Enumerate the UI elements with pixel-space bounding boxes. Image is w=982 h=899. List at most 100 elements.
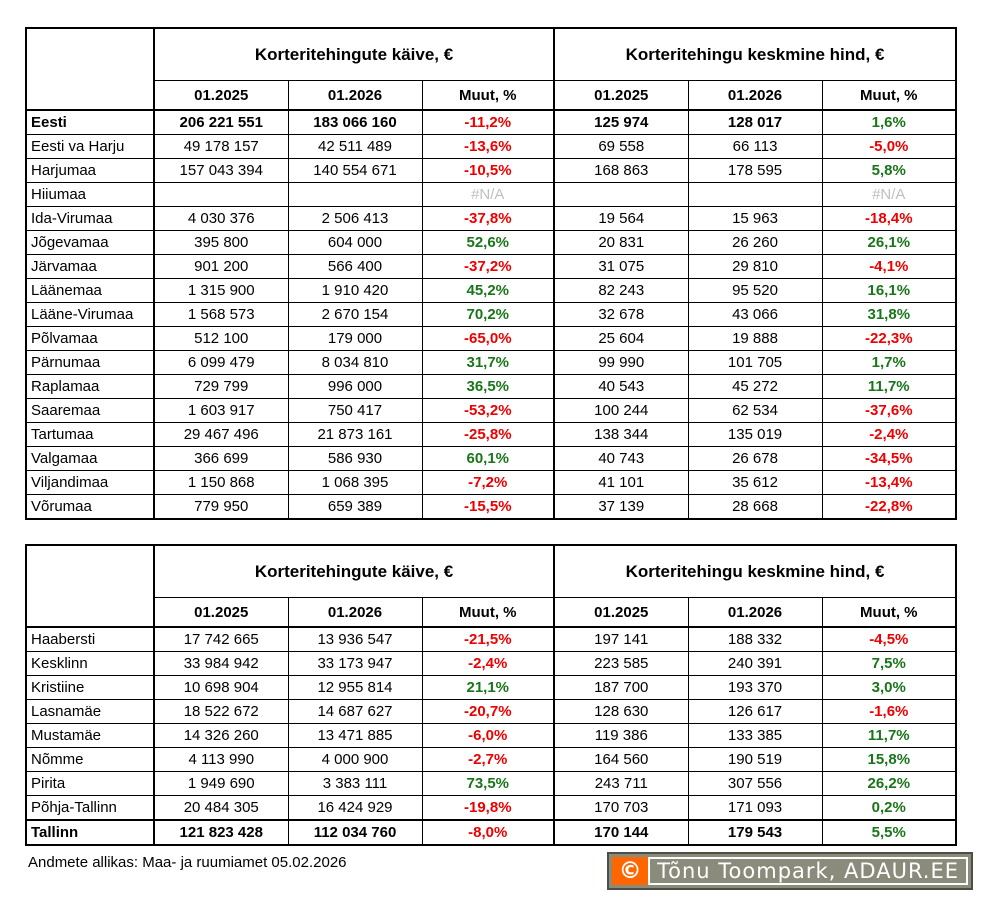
- value-cell: 31 075: [553, 254, 689, 279]
- change-cell: -2,4%: [421, 651, 555, 676]
- copyright-icon: ©: [612, 857, 649, 885]
- region-cell: Valgamaa: [25, 446, 155, 471]
- col-header-period: 01.2026: [287, 80, 423, 111]
- change-cell: -65,0%: [421, 326, 555, 351]
- change-cell: 1,7%: [821, 350, 957, 375]
- change-cell: 52,6%: [421, 230, 555, 255]
- value-cell: 197 141: [553, 626, 689, 652]
- value-cell: 82 243: [553, 278, 689, 303]
- region-cell: Viljandimaa: [25, 470, 155, 495]
- value-cell: 1 910 420: [287, 278, 423, 303]
- change-cell: -37,8%: [421, 206, 555, 231]
- value-cell: 20 831: [553, 230, 689, 255]
- value-cell: 16 424 929: [287, 795, 423, 821]
- change-cell: -19,8%: [421, 795, 555, 821]
- value-cell: 37 139: [553, 494, 689, 520]
- change-cell: 15,8%: [821, 747, 957, 772]
- value-cell: 1 150 868: [153, 470, 289, 495]
- value-cell: 121 823 428: [153, 819, 289, 846]
- value-cell: 15 963: [687, 206, 823, 231]
- region-cell: Kristiine: [25, 675, 155, 700]
- value-cell: 4 113 990: [153, 747, 289, 772]
- value-cell: 138 344: [553, 422, 689, 447]
- data-source-note: Andmete allikas: Maa- ja ruumiamet 05.02…: [28, 854, 347, 871]
- region-cell: Ida-Virumaa: [25, 206, 155, 231]
- change-cell: 1,6%: [821, 109, 957, 135]
- change-cell: 3,0%: [821, 675, 957, 700]
- value-cell: 223 585: [553, 651, 689, 676]
- table-row: Pärnumaa 6 099 479 8 034 810 31,7% 99 990 101…: [25, 350, 957, 375]
- change-cell: -37,2%: [421, 254, 555, 279]
- change-cell: -4,1%: [821, 254, 957, 279]
- change-cell: -22,3%: [821, 326, 957, 351]
- corner-cell: [25, 27, 155, 111]
- region-cell: Jõgevamaa: [25, 230, 155, 255]
- value-cell: 100 244: [553, 398, 689, 423]
- region-cell: Raplamaa: [25, 374, 155, 399]
- change-cell: 11,7%: [821, 374, 957, 399]
- value-cell: 112 034 760: [287, 819, 423, 846]
- change-cell: 5,8%: [821, 158, 957, 183]
- col-header-period: 01.2026: [287, 597, 423, 628]
- change-cell: 16,1%: [821, 278, 957, 303]
- value-cell: 135 019: [687, 422, 823, 447]
- watermark-label: Tõnu Toompark, ADAUR.EE: [648, 857, 968, 885]
- change-cell: #N/A: [421, 182, 555, 207]
- value-cell: 62 534: [687, 398, 823, 423]
- value-cell: 119 386: [553, 723, 689, 748]
- value-cell: 187 700: [553, 675, 689, 700]
- region-cell: Saaremaa: [25, 398, 155, 423]
- table-title-row: Korteritehingute käive, € Korteritehingu…: [25, 27, 957, 111]
- value-cell: 40 743: [553, 446, 689, 471]
- value-cell: 170 144: [553, 819, 689, 846]
- change-cell: 0,2%: [821, 795, 957, 821]
- change-cell: 21,1%: [421, 675, 555, 700]
- change-cell: 26,1%: [821, 230, 957, 255]
- table-row: Hiiumaa #N/A #N/A: [25, 182, 957, 207]
- value-cell: 179 543: [687, 819, 823, 846]
- col-header-period: 01.2026: [687, 597, 823, 628]
- table-row: Tallinn 121 823 428 112 034 760 -8,0% 170 14…: [25, 819, 957, 846]
- value-cell: 19 888: [687, 326, 823, 351]
- value-cell: 1 315 900: [153, 278, 289, 303]
- value-cell: 1 603 917: [153, 398, 289, 423]
- value-cell: 996 000: [287, 374, 423, 399]
- region-cell: Tallinn: [25, 819, 155, 846]
- table-row: Mustamäe 14 326 260 13 471 885 -6,0% 119 386…: [25, 723, 957, 748]
- value-cell: 25 604: [553, 326, 689, 351]
- region-cell: Nõmme: [25, 747, 155, 772]
- table-row: Ida-Virumaa 4 030 376 2 506 413 -37,8% 19 56…: [25, 206, 957, 231]
- value-cell: 3 383 111: [287, 771, 423, 796]
- col-header-change: Muut, %: [421, 80, 555, 111]
- table-row: Kesklinn 33 984 942 33 173 947 -2,4% 223 585…: [25, 651, 957, 676]
- value-cell: 157 043 394: [153, 158, 289, 183]
- change-cell: -22,8%: [821, 494, 957, 520]
- change-cell: -15,5%: [421, 494, 555, 520]
- change-cell: -25,8%: [421, 422, 555, 447]
- value-cell: 586 930: [287, 446, 423, 471]
- table-row: Põlvamaa 512 100 179 000 -65,0% 25 604 19 888…: [25, 326, 957, 351]
- county-statistics-table: Korteritehingute käive, € Korteritehingu…: [25, 27, 958, 520]
- table-row: Järvamaa 901 200 566 400 -37,2% 31 075 29 810…: [25, 254, 957, 279]
- value-cell: 1 568 573: [153, 302, 289, 327]
- change-cell: 45,2%: [421, 278, 555, 303]
- table-row: Läänemaa 1 315 900 1 910 420 45,2% 82 243 95 …: [25, 278, 957, 303]
- value-cell: 125 974: [553, 109, 689, 135]
- col-header-period: 01.2025: [553, 597, 689, 628]
- col-header-period: 01.2025: [153, 597, 289, 628]
- change-cell: -1,6%: [821, 699, 957, 724]
- table-row: Võrumaa 779 950 659 389 -15,5% 37 139 28 668-…: [25, 494, 957, 520]
- group-header-avg-price: Korteritehingu keskmine hind, €: [553, 27, 957, 81]
- value-cell: 2 670 154: [287, 302, 423, 327]
- change-cell: -13,6%: [421, 134, 555, 159]
- value-cell: 13 471 885: [287, 723, 423, 748]
- table-subheader-row: 01.2025 01.2026 Muut, % 01.2025 01.2026 …: [26, 80, 957, 111]
- value-cell: 190 519: [687, 747, 823, 772]
- value-cell: 33 173 947: [287, 651, 423, 676]
- tallinn-districts-table: Korteritehingute käive, € Korteritehingu…: [25, 544, 958, 846]
- value-cell: 179 000: [287, 326, 423, 351]
- value-cell: 395 800: [153, 230, 289, 255]
- table-row: Harjumaa 157 043 394 140 554 671 -10,5% 168 …: [25, 158, 957, 183]
- change-cell: #N/A: [821, 182, 957, 207]
- region-cell: Mustamäe: [25, 723, 155, 748]
